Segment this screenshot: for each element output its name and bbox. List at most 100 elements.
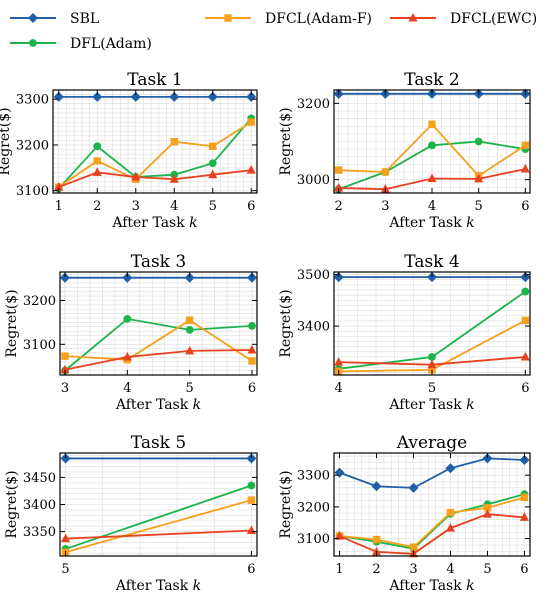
data-point [408,482,419,493]
data-point [130,91,141,102]
x-axis-label-text: After Task [115,578,193,594]
series-line [64,349,253,371]
x-axis-label: After Task k [115,578,201,594]
x-axis-label-variable: k [466,397,474,413]
y-tick-label: 3500 [297,268,330,283]
panel-title: Task 1 [127,70,182,90]
legend: SBL DFL(Adam) DFCL(Adam-F) DFCL(EWC) [10,11,537,52]
series-dfl-adam [61,481,256,553]
y-tick-label: 3100 [297,532,330,547]
data-point [169,174,179,183]
series-line [58,121,252,188]
data-point [521,141,530,150]
data-point [520,272,531,283]
x-tick-label: 5 [483,562,491,577]
legend-item-sbl: SBL [10,11,99,27]
series-sbl [60,453,257,464]
data-point [520,351,530,361]
legend-circle-marker [29,39,37,47]
x-tick-label: 4 [123,381,131,396]
panel-5: 5 6 3350 3400 3450 Task 5 After Task k Regret($… [4,433,258,594]
y-tick-label: 3200 [23,294,56,309]
x-tick-label: 2 [372,562,380,577]
panel-6: 1 2 3 4 5 6 3100 3200 3300 Average After Task k Reg… [278,433,531,594]
legend-item-dfcl-ewc: DFCL(EWC) [390,11,537,27]
x-tick-label: 2 [93,199,101,214]
data-point [185,316,194,324]
y-axis-label: Regret($) [4,289,20,357]
y-axis-label: Regret($) [0,107,13,175]
x-tick-label: 3 [381,199,389,214]
data-point [122,351,132,361]
x-tick-label: 1 [335,562,343,577]
x-axis-label-text: After Task [115,397,193,413]
data-point [246,272,258,283]
data-point [474,173,484,183]
y-axis-label: Regret($) [278,470,294,538]
data-point [427,173,437,183]
x-tick-label: 4 [335,381,343,396]
y-tick-label: 3400 [297,320,330,335]
grid [60,453,257,556]
x-axis-label: After Task k [388,215,474,231]
data-point [426,272,438,283]
data-point [246,453,257,464]
panel-4: 4 5 6 3400 3500 Task 4 After Task k Regret($) [278,252,531,413]
y-tick-label: 3300 [16,93,49,108]
data-point [334,166,343,174]
panel-title: Task 4 [404,252,459,272]
data-point [247,481,256,490]
x-tick-label: 6 [521,381,529,396]
series-line [339,493,525,550]
y-tick-label: 3200 [297,500,330,515]
y-axis-label: Regret($) [278,107,294,175]
series-sbl [334,453,530,493]
data-point [208,169,218,179]
x-axis-label-text: After Task [111,215,189,231]
legend-triangle-marker [408,12,418,22]
series-line [65,484,252,550]
series-line [339,457,525,489]
series-sbl [333,272,531,283]
data-point [53,91,64,102]
legend-label: SBL [70,11,99,27]
data-point [93,142,102,151]
y-tick-label: 3200 [16,138,49,153]
data-point [482,509,492,518]
data-point [248,357,256,365]
x-tick-label: 4 [170,199,178,214]
series-sbl [59,272,258,283]
x-axis-label-text: After Task [388,578,466,594]
data-point [520,163,530,173]
data-point [519,512,529,521]
series-dfcl-adam-f [335,493,529,551]
y-tick-label: 3100 [16,184,49,199]
data-point [334,357,344,366]
data-point [59,272,71,283]
data-point [372,535,381,544]
panel-title: Task 5 [131,433,186,453]
data-point [428,141,436,150]
data-point [335,530,345,540]
data-point [184,272,195,283]
x-tick-label: 3 [132,199,140,214]
x-tick-label: 2 [335,199,343,214]
x-axis-label-variable: k [189,215,197,231]
x-tick-label: 6 [521,199,529,214]
data-point [247,496,256,504]
data-point [92,91,103,102]
legend-label: DFCL(Adam-F) [265,11,372,27]
panel-3: 3 4 5 6 3100 3200 Task 3 After Task k Regret($) [4,252,258,413]
data-point [185,345,195,355]
x-tick-label: 3 [409,562,417,577]
data-point [247,344,257,354]
y-axis-label: Regret($) [278,289,294,357]
grid [334,90,530,193]
x-tick-label: 5 [186,381,194,396]
data-point [61,352,69,360]
x-axis-label-variable: k [193,578,201,594]
legend-item-dfl-adam: DFL(Adam) [10,36,152,52]
data-point [247,118,255,126]
series-dfcl-ewc [54,165,256,191]
